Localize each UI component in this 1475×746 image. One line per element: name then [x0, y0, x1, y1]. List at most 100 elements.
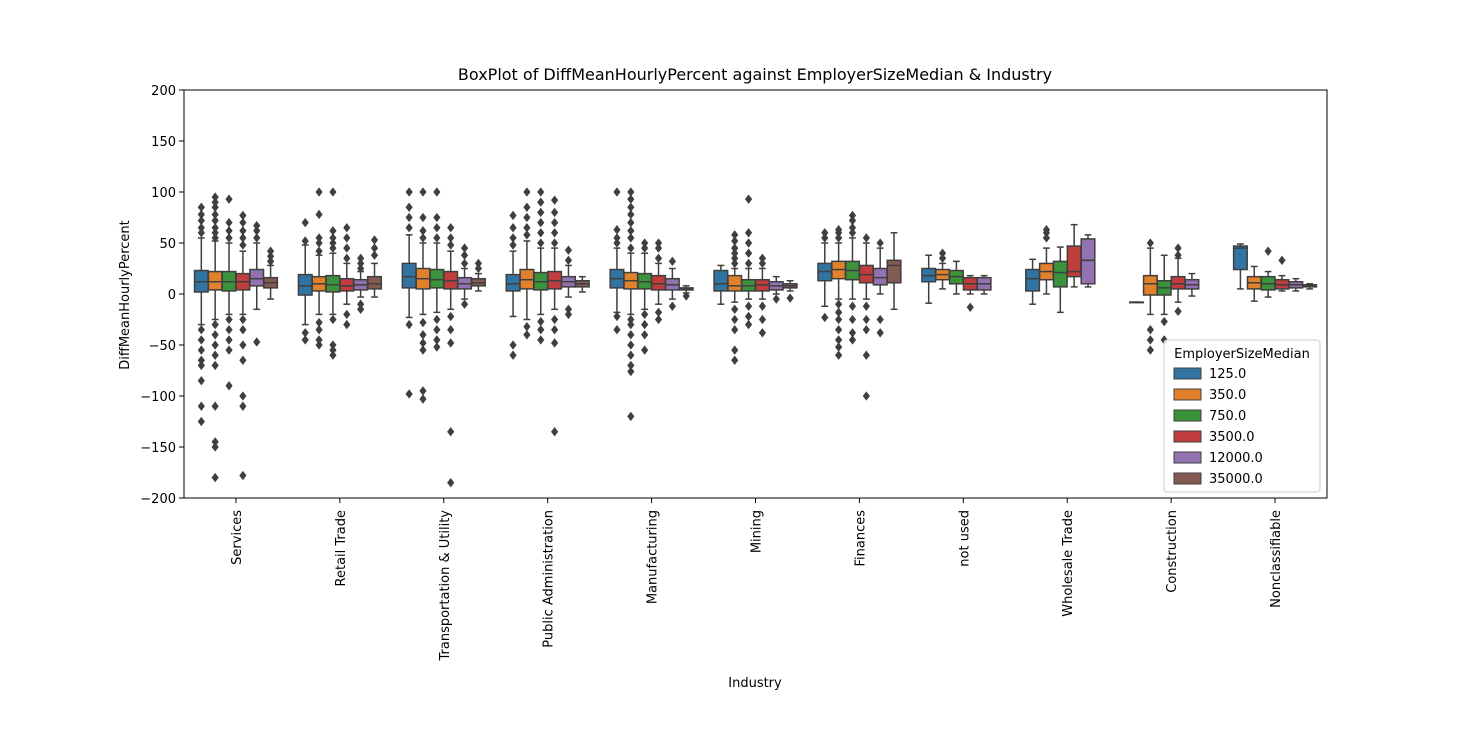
x-tick-label: Retail Trade	[334, 510, 349, 586]
outlier-point	[551, 217, 559, 228]
outlier-point	[523, 223, 531, 233]
outlier-point	[301, 335, 309, 345]
outlier-point	[938, 253, 947, 263]
outlier-point	[253, 226, 261, 236]
x-tick-label: Nonclassifiable	[1269, 510, 1284, 608]
outlier-point	[1146, 345, 1154, 355]
outlier-point	[848, 215, 857, 226]
outlier-point	[613, 325, 621, 335]
box	[1080, 234, 1096, 288]
outlier-point	[654, 307, 663, 318]
outlier-point	[329, 238, 337, 248]
outlier-point	[211, 209, 219, 220]
outlier-point	[537, 217, 545, 228]
outlier-point	[211, 319, 219, 330]
legend-label: 125.0	[1209, 367, 1246, 382]
outlier-point	[197, 376, 205, 386]
outlier-point	[239, 401, 247, 411]
outlier-point	[537, 316, 545, 327]
outlier-point	[641, 238, 649, 248]
outlier-point	[835, 342, 843, 352]
outlier-point	[627, 319, 635, 330]
outlier-point	[744, 228, 753, 238]
x-tick-label: not used	[957, 510, 972, 567]
x-axis-label: Industry	[728, 676, 782, 691]
box	[353, 253, 369, 314]
box	[1128, 301, 1145, 304]
outlier-point	[537, 197, 545, 207]
outlier-point	[627, 202, 635, 212]
y-tick-label: −200	[140, 492, 176, 507]
chart-title: BoxPlot of DiffMeanHourlyPercent against…	[458, 65, 1052, 84]
outlier-point	[329, 350, 337, 360]
outlier-point	[357, 253, 365, 263]
outlier-point	[731, 314, 739, 325]
y-tick-label: 100	[151, 186, 176, 201]
outlier-point	[447, 478, 455, 488]
outlier-point	[627, 226, 635, 236]
outlier-point	[731, 253, 739, 263]
outlier-point	[225, 325, 233, 335]
box	[609, 187, 625, 335]
box	[741, 194, 757, 330]
outlier-point	[641, 309, 649, 320]
outlier-point	[627, 350, 635, 360]
outlier-point	[641, 319, 649, 330]
x-tick-label: Transportation & Utility	[438, 510, 453, 662]
outlier-point	[613, 225, 621, 235]
box	[872, 238, 888, 338]
outlier-point	[357, 299, 365, 309]
legend-swatch	[1173, 451, 1202, 464]
legend-swatch	[1173, 472, 1202, 485]
box	[1170, 243, 1186, 317]
outlier-point	[682, 291, 690, 301]
outlier-point	[627, 340, 635, 350]
outlier-point	[627, 187, 635, 197]
outlier-point	[266, 251, 275, 261]
outlier-point	[315, 233, 323, 243]
outlier-point	[654, 253, 663, 263]
outlier-point	[876, 314, 884, 325]
outlier-point	[460, 250, 469, 260]
outlier-point	[537, 325, 545, 335]
outlier-point	[370, 235, 379, 245]
y-tick-label: −100	[140, 390, 176, 405]
outlier-point	[433, 335, 441, 345]
outlier-point	[523, 230, 531, 240]
outlier-point	[433, 325, 441, 335]
outlier-point	[551, 427, 559, 437]
outlier-point	[211, 437, 219, 447]
outlier-point	[627, 366, 635, 377]
outlier-point	[551, 238, 559, 248]
outlier-point	[211, 233, 219, 243]
outlier-point	[211, 442, 219, 452]
outlier-point	[211, 401, 219, 411]
outlier-point	[1160, 316, 1168, 327]
outlier-point	[197, 335, 205, 345]
outlier-point	[641, 330, 649, 340]
outlier-point	[848, 301, 857, 311]
outlier-point	[523, 187, 531, 197]
box	[311, 187, 327, 350]
plot-area	[193, 187, 1318, 488]
box-iqr	[505, 273, 521, 292]
outlier-point	[862, 314, 870, 325]
box	[713, 264, 729, 305]
outlier-point	[329, 233, 337, 243]
outlier-point	[433, 187, 441, 197]
box	[443, 223, 459, 488]
outlier-point	[835, 335, 843, 345]
outlier-point	[419, 226, 427, 236]
outlier-point	[731, 236, 739, 246]
box-iqr	[207, 270, 223, 291]
outlier-point	[197, 360, 205, 371]
outlier-point	[419, 386, 427, 396]
outlier-point	[211, 330, 219, 340]
box	[727, 230, 743, 365]
outlier-point	[343, 223, 351, 233]
box-iqr	[1142, 274, 1158, 296]
outlier-point	[613, 233, 621, 243]
y-tick-label: 50	[159, 237, 176, 252]
outlier-point	[786, 293, 794, 303]
legend-label: 3500.0	[1209, 430, 1255, 445]
